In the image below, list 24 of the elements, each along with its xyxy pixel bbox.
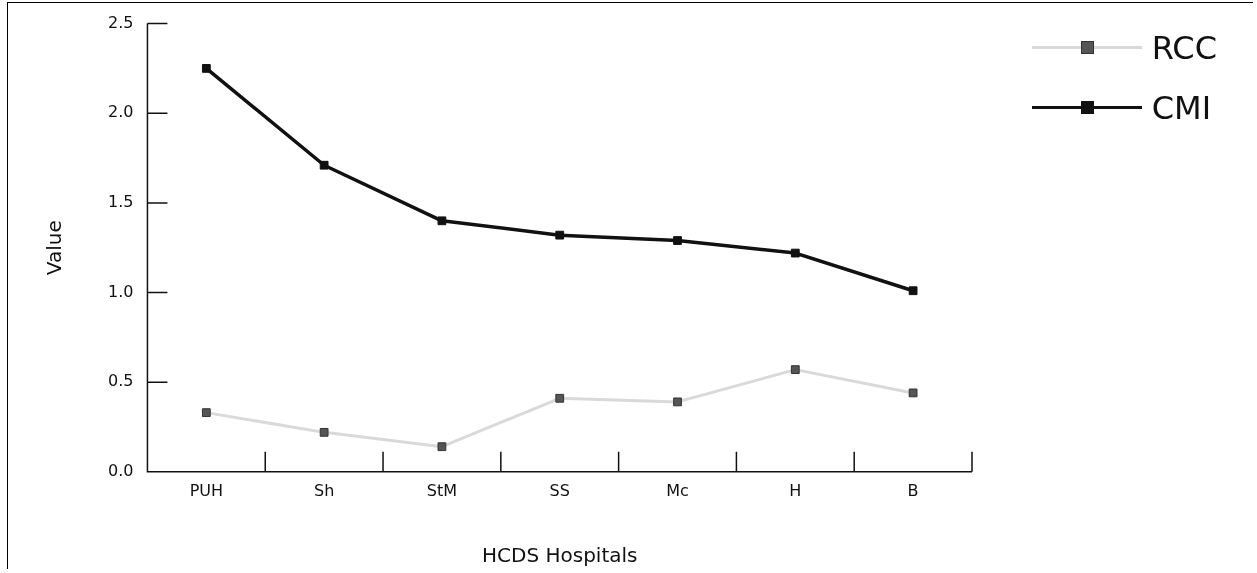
point [555,230,565,240]
point [437,216,447,226]
point [790,248,800,258]
x-tick-label: Sh [313,480,335,500]
y-tick-label: 0.0 [107,460,134,480]
x-axis-title: HCDS Hospitals [481,543,638,568]
legend-label: CMI [1151,89,1212,127]
point [673,236,682,245]
y-tick-label: 0.5 [107,371,134,391]
x-tick-label: PUH [189,480,224,500]
x-tick-label: StM [426,480,458,500]
x-tick-label: H [789,480,802,500]
point [201,64,211,73]
y-tick-label: 2.5 [107,12,134,32]
point [319,160,329,170]
legend-label: RCC [1151,29,1217,67]
x-tick-label: B [907,480,919,500]
y-tick-label: 1.0 [107,281,134,301]
point [908,286,918,296]
x-tick-label: Mc [666,480,689,500]
y-axis-title: Value [42,220,67,276]
y-tick-label: 1.5 [107,192,134,212]
y-tick-label: 2.0 [107,102,134,122]
x-tick-label: SS [549,480,570,500]
